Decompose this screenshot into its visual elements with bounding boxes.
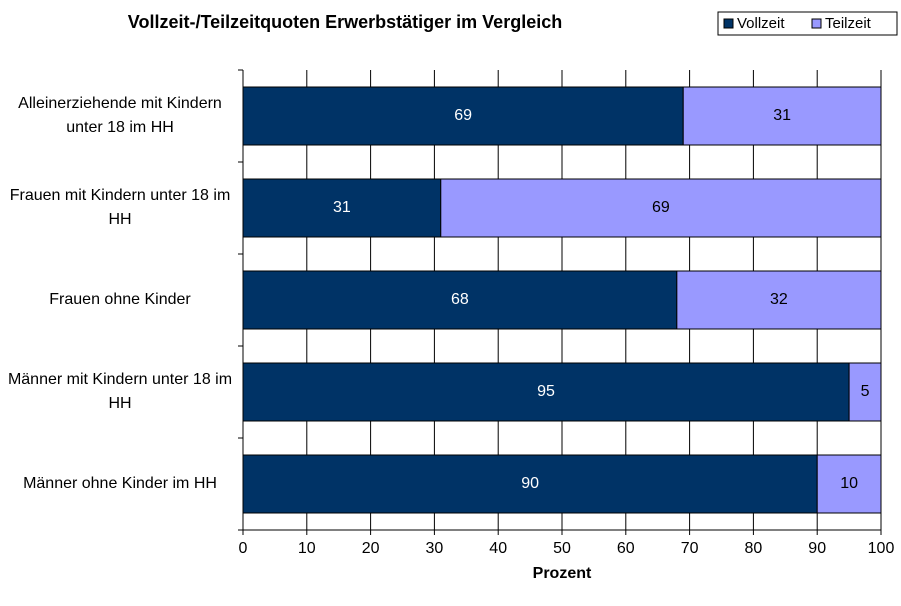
x-axis-label: Prozent [533, 565, 592, 582]
y-tick-label: Männer ohne Kinder im HH [23, 475, 217, 492]
y-tick-label: Alleinerziehende mit Kindern unter 18 im… [18, 95, 222, 136]
x-tick-label: 80 [745, 540, 763, 557]
bar-segment [242, 270, 678, 330]
bar-segment [242, 86, 684, 146]
data-label: 31 [333, 199, 351, 216]
data-label: 10 [840, 475, 858, 492]
bar-segment [242, 178, 442, 238]
data-label: 32 [770, 291, 788, 308]
x-tick-label: 70 [681, 540, 699, 557]
data-label: 68 [451, 291, 469, 308]
x-tick-label: 50 [553, 540, 571, 557]
legend-box [717, 11, 898, 36]
chart-title: Vollzeit-/Teilzeitquoten Erwerbstätiger … [128, 12, 562, 32]
x-tick-label: 0 [239, 540, 248, 557]
legend-label: Teilzeit [825, 15, 872, 32]
legend-label: Vollzeit [737, 15, 785, 32]
y-tick-label: Frauen mit Kindern unter 18 im HH [9, 187, 231, 228]
bar-segment [242, 362, 850, 422]
y-tick-label: Frauen ohne Kinder [49, 291, 191, 308]
x-tick-label: 100 [868, 540, 895, 557]
bar-segment [848, 362, 882, 422]
data-label: 31 [773, 107, 791, 124]
y-tick-label: Männer mit Kindern unter 18 im HH [7, 371, 233, 412]
data-label: 95 [537, 383, 555, 400]
x-tick-label: 90 [808, 540, 826, 557]
x-tick-label: 60 [617, 540, 635, 557]
bar-segment [682, 86, 882, 146]
legend-swatch [723, 18, 734, 29]
data-label: 90 [521, 475, 539, 492]
bar-segment [816, 454, 882, 514]
data-label: 69 [454, 107, 472, 124]
x-tick-label: 40 [489, 540, 507, 557]
bar-segment [440, 178, 882, 238]
x-tick-label: 10 [298, 540, 316, 557]
x-tick-label: 30 [426, 540, 444, 557]
data-label: 69 [652, 199, 670, 216]
data-label: 5 [861, 383, 870, 400]
bar-segment [676, 270, 882, 330]
x-tick-label: 20 [362, 540, 380, 557]
legend-swatch [811, 18, 822, 29]
